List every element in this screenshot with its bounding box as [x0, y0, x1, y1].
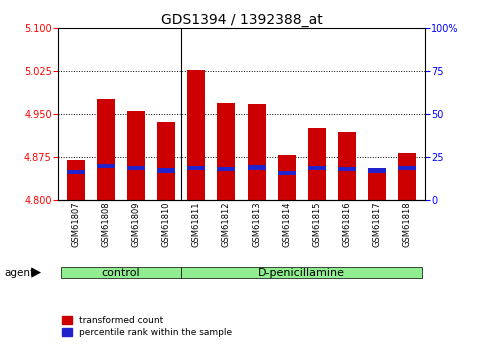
- Bar: [338, 132, 356, 200]
- Text: control: control: [102, 268, 141, 277]
- Text: agent: agent: [5, 268, 35, 277]
- Bar: [67, 170, 85, 174]
- Bar: [308, 166, 326, 170]
- Bar: [127, 111, 145, 200]
- Bar: [278, 155, 296, 200]
- Bar: [157, 122, 175, 200]
- Bar: [398, 166, 416, 170]
- Bar: [308, 128, 326, 200]
- Bar: [97, 99, 115, 200]
- Bar: [338, 167, 356, 171]
- Bar: [187, 166, 205, 170]
- Bar: [368, 168, 386, 172]
- Text: D-penicillamine: D-penicillamine: [258, 268, 345, 277]
- Legend: transformed count, percentile rank within the sample: transformed count, percentile rank withi…: [62, 316, 232, 337]
- Bar: [157, 168, 175, 172]
- Bar: [247, 165, 266, 170]
- Bar: [97, 164, 115, 168]
- Bar: [187, 70, 205, 200]
- Bar: [67, 160, 85, 200]
- Bar: [217, 167, 236, 171]
- Title: GDS1394 / 1392388_at: GDS1394 / 1392388_at: [161, 12, 322, 27]
- Bar: [127, 166, 145, 170]
- Bar: [217, 104, 236, 200]
- Bar: [368, 168, 386, 200]
- Bar: [278, 171, 296, 175]
- Bar: [247, 104, 266, 200]
- Bar: [398, 153, 416, 200]
